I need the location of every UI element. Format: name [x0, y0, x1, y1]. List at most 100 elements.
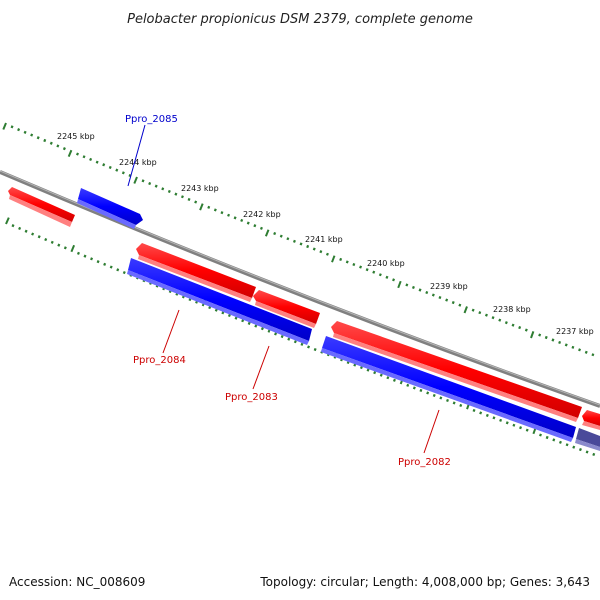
minor-tick [286, 237, 290, 241]
minor-tick [585, 450, 589, 454]
gene-reverse-3[interactable] [321, 336, 576, 442]
genome-stats-text: Topology: circular; Length: 4,008,000 bp… [259, 575, 590, 589]
minor-tick [359, 365, 363, 370]
minor-tick [552, 438, 556, 442]
minor-tick [233, 216, 237, 220]
gene-ppro-2083[interactable] [253, 290, 320, 328]
minor-tick [386, 376, 390, 380]
minor-tick [319, 250, 323, 254]
minor-tick [148, 181, 152, 186]
minor-tick [512, 423, 516, 427]
minor-tick [260, 327, 264, 331]
minor-tick [37, 235, 41, 239]
major-tick [331, 255, 336, 263]
minor-tick [90, 257, 94, 261]
kbp-label-2240: 2240 kbp [367, 259, 405, 268]
minor-tick [18, 226, 22, 231]
gene-label-ppro-2083[interactable]: Ppro_2083 [225, 392, 278, 403]
minor-tick [458, 303, 462, 307]
minor-tick [518, 326, 522, 330]
minor-tick [511, 323, 515, 327]
minor-tick [591, 353, 595, 357]
minor-tick [345, 260, 349, 264]
minor-tick [246, 221, 250, 225]
minor-tick [253, 224, 257, 228]
minor-tick [307, 345, 311, 349]
minor-tick [220, 211, 224, 215]
minor-tick [102, 163, 106, 167]
minor-tick [63, 246, 67, 250]
minor-tick [438, 295, 442, 300]
genome-backbone-highlight [0, 170, 600, 406]
minor-tick [471, 308, 475, 312]
minor-tick [578, 448, 582, 452]
minor-tick [180, 195, 184, 199]
gene-reverse-2[interactable] [127, 258, 312, 345]
gene-ppro-2082[interactable] [331, 321, 582, 422]
minor-tick [492, 416, 496, 420]
minor-tick [213, 208, 217, 212]
minor-tick [43, 138, 47, 143]
gene-forward-left[interactable] [8, 187, 75, 227]
minor-tick [10, 125, 14, 129]
minor-tick [392, 278, 396, 282]
minor-tick [115, 168, 119, 172]
gene-label-ppro-2085[interactable]: Ppro_2085 [125, 114, 178, 125]
minor-tick [31, 232, 35, 236]
minor-tick [247, 321, 251, 326]
minor-tick [299, 242, 303, 246]
minor-tick [89, 157, 93, 162]
minor-tick [194, 200, 198, 204]
gene-label-ppro-2084[interactable]: Ppro_2084 [133, 355, 186, 366]
minor-tick [539, 433, 542, 437]
minor-tick [109, 265, 113, 269]
minor-tick [287, 337, 291, 341]
minor-tick [325, 252, 329, 256]
minor-tick [545, 435, 549, 440]
gene-label-ppro-2082[interactable]: Ppro_2082 [398, 457, 451, 468]
gene-ppro-2084[interactable] [136, 243, 256, 302]
minor-tick [76, 251, 80, 255]
gene-ppro-2085[interactable] [77, 188, 143, 229]
minor-tick [452, 401, 456, 405]
minor-tick [227, 213, 231, 217]
minor-tick [519, 426, 523, 430]
minor-tick [103, 262, 107, 266]
minor-tick [499, 418, 503, 422]
minor-tick [30, 133, 34, 137]
minor-tick [505, 421, 509, 425]
outer-tick-ruler [2, 122, 595, 357]
minor-tick [128, 173, 132, 178]
minor-tick [50, 240, 54, 244]
minor-tick [108, 165, 112, 170]
minor-tick [412, 386, 416, 390]
major-tick [133, 176, 138, 184]
minor-tick [445, 298, 449, 302]
minor-tick [551, 338, 555, 342]
minor-tick [432, 393, 436, 398]
minor-tick [293, 340, 297, 344]
minor-tick [439, 396, 443, 400]
minor-tick [459, 403, 463, 408]
minor-tick [451, 301, 455, 305]
minor-tick [498, 318, 502, 322]
gene-forward-right-partial[interactable] [582, 410, 600, 430]
minor-tick [359, 265, 363, 269]
major-tick [2, 122, 7, 130]
minor-tick [56, 144, 60, 148]
minor-tick [584, 350, 588, 354]
minor-tick [95, 160, 99, 164]
minor-tick [525, 428, 529, 432]
kbp-label-2237: 2237 kbp [556, 327, 594, 336]
minor-tick [406, 383, 410, 387]
minor-tick [214, 308, 218, 312]
major-tick [199, 203, 204, 211]
gene-reverse-right-partial[interactable] [575, 428, 600, 451]
minor-tick [379, 373, 383, 377]
minor-tick [254, 324, 258, 328]
map-title: Pelobacter propionicus DSM 2379, complet… [127, 12, 473, 27]
minor-tick [36, 136, 40, 140]
minor-tick [161, 187, 165, 191]
minor-tick [167, 189, 171, 194]
minor-tick [411, 285, 415, 290]
